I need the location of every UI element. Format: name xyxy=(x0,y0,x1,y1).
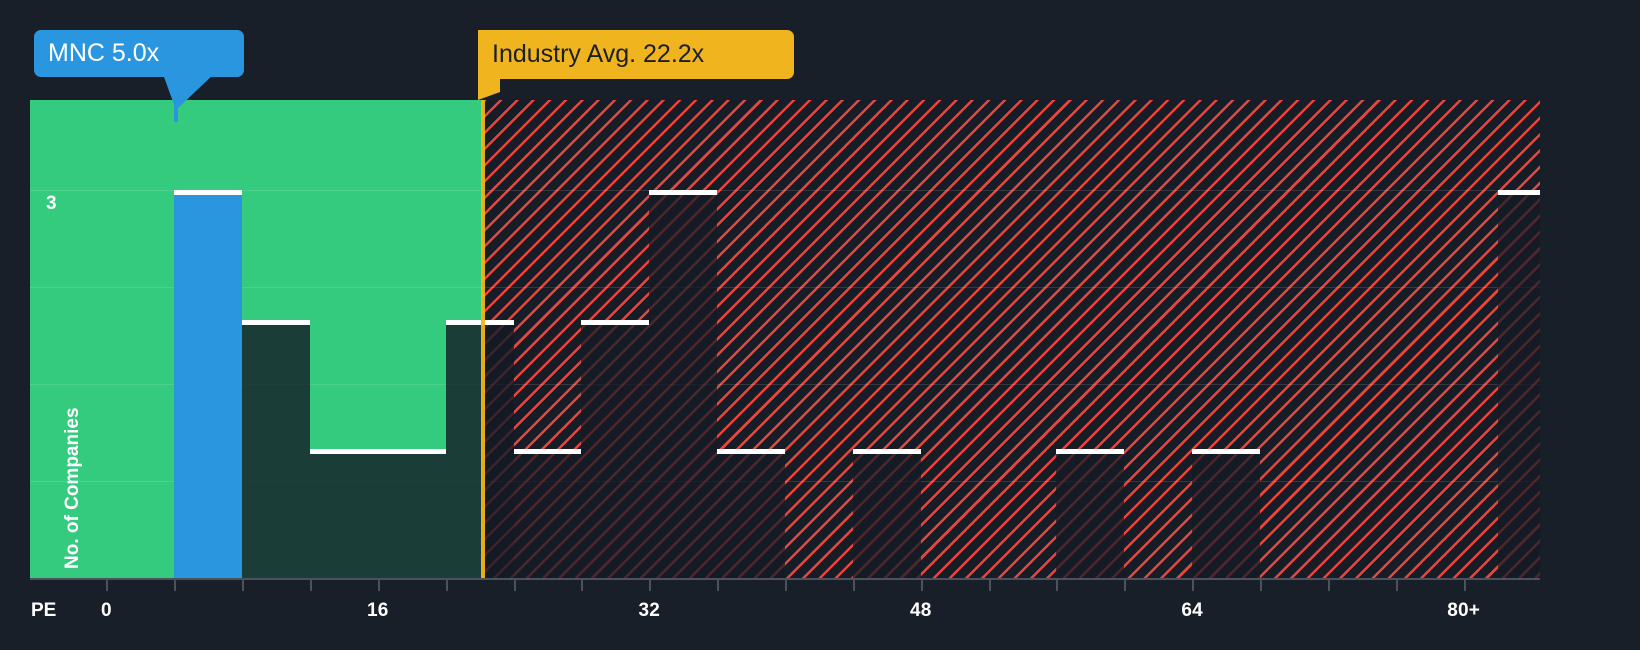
bar-body xyxy=(717,453,785,578)
mnc-callout[interactable]: MNC 5.0x xyxy=(34,30,244,77)
bar-body xyxy=(581,324,650,578)
gridline xyxy=(30,384,1540,386)
bar[interactable] xyxy=(242,319,310,578)
highlighted-bar[interactable] xyxy=(174,190,243,578)
bar-body xyxy=(852,453,921,578)
bar-cap xyxy=(1497,190,1540,196)
bar-body xyxy=(445,324,514,578)
x-axis-tick xyxy=(852,580,855,591)
x-axis-tick xyxy=(920,580,923,591)
x-axis-tick xyxy=(106,580,109,591)
x-axis-tick xyxy=(1395,580,1398,591)
bar-body xyxy=(309,453,378,578)
x-axis-tick xyxy=(1260,580,1263,591)
gridline xyxy=(30,481,1540,483)
plot-area xyxy=(30,100,1540,578)
x-axis-tick xyxy=(309,580,312,591)
x-axis-tick-label: 48 xyxy=(909,600,932,621)
x-axis-tick xyxy=(1056,580,1059,591)
x-axis-tick xyxy=(1463,580,1466,591)
x-axis-tick xyxy=(174,580,177,591)
bar[interactable] xyxy=(649,190,718,578)
x-axis-tick xyxy=(377,580,380,591)
bar-cap xyxy=(717,448,785,454)
bar-cap xyxy=(1056,448,1125,454)
bar-cap xyxy=(852,448,921,454)
bar-cap xyxy=(513,448,582,454)
bar[interactable] xyxy=(717,448,785,578)
x-axis-tick xyxy=(445,580,448,591)
bar-body xyxy=(1056,453,1125,578)
bar-body xyxy=(174,195,243,578)
industry-avg-marker-line xyxy=(481,100,485,578)
bar-body xyxy=(377,453,446,578)
bar-body xyxy=(513,453,582,578)
bar-cap xyxy=(377,448,446,454)
y-axis-tick-label: 3 xyxy=(46,193,57,215)
x-axis-tick xyxy=(717,580,720,591)
x-axis-tick xyxy=(785,580,787,591)
bar[interactable] xyxy=(1192,448,1261,578)
bar-cap xyxy=(445,319,514,325)
bar-cap xyxy=(649,190,718,196)
bar[interactable] xyxy=(1056,448,1125,578)
bar-cap xyxy=(581,319,650,325)
bar[interactable] xyxy=(581,319,650,578)
bar-cap xyxy=(174,190,243,196)
x-axis-tick xyxy=(513,580,516,591)
x-axis-tick xyxy=(581,580,584,591)
x-axis-tick xyxy=(1124,580,1127,591)
x-axis-tick-label: 32 xyxy=(638,600,661,621)
y-axis-title: No. of Companies xyxy=(62,407,83,569)
bar[interactable] xyxy=(445,319,514,578)
bar-body xyxy=(1497,195,1540,578)
bar-cap xyxy=(309,448,378,454)
x-axis-tick xyxy=(649,580,652,591)
bar[interactable] xyxy=(1497,190,1540,578)
industry-avg-callout[interactable]: Industry Avg. 22.2x xyxy=(478,30,794,79)
bar-body xyxy=(649,195,718,578)
bar-cap xyxy=(1192,448,1261,454)
x-axis-tick xyxy=(988,580,991,591)
bar[interactable] xyxy=(309,448,378,578)
bar-cap xyxy=(242,319,310,325)
gridline xyxy=(30,287,1540,289)
industry-avg-callout-label: Industry Avg. 22.2x xyxy=(492,40,705,68)
bar[interactable] xyxy=(513,448,582,578)
x-axis-tick xyxy=(242,580,245,591)
x-axis-tick xyxy=(1327,580,1330,591)
x-axis-tick-label: 0 xyxy=(100,600,112,621)
bar[interactable] xyxy=(377,448,446,578)
x-axis-prefix-label: PE xyxy=(31,600,57,621)
bar-body xyxy=(242,324,310,578)
mnc-callout-label: MNC 5.0x xyxy=(48,39,160,67)
x-axis-tick-label: 64 xyxy=(1181,600,1203,621)
bar-body xyxy=(1192,453,1261,578)
x-axis-tick-label: 16 xyxy=(367,600,389,621)
gridline xyxy=(30,190,1540,192)
x-axis-line xyxy=(30,578,1540,580)
x-axis-tick-label: 80+ xyxy=(1447,600,1481,621)
bar[interactable] xyxy=(852,448,921,578)
x-axis-tick xyxy=(1192,580,1195,591)
